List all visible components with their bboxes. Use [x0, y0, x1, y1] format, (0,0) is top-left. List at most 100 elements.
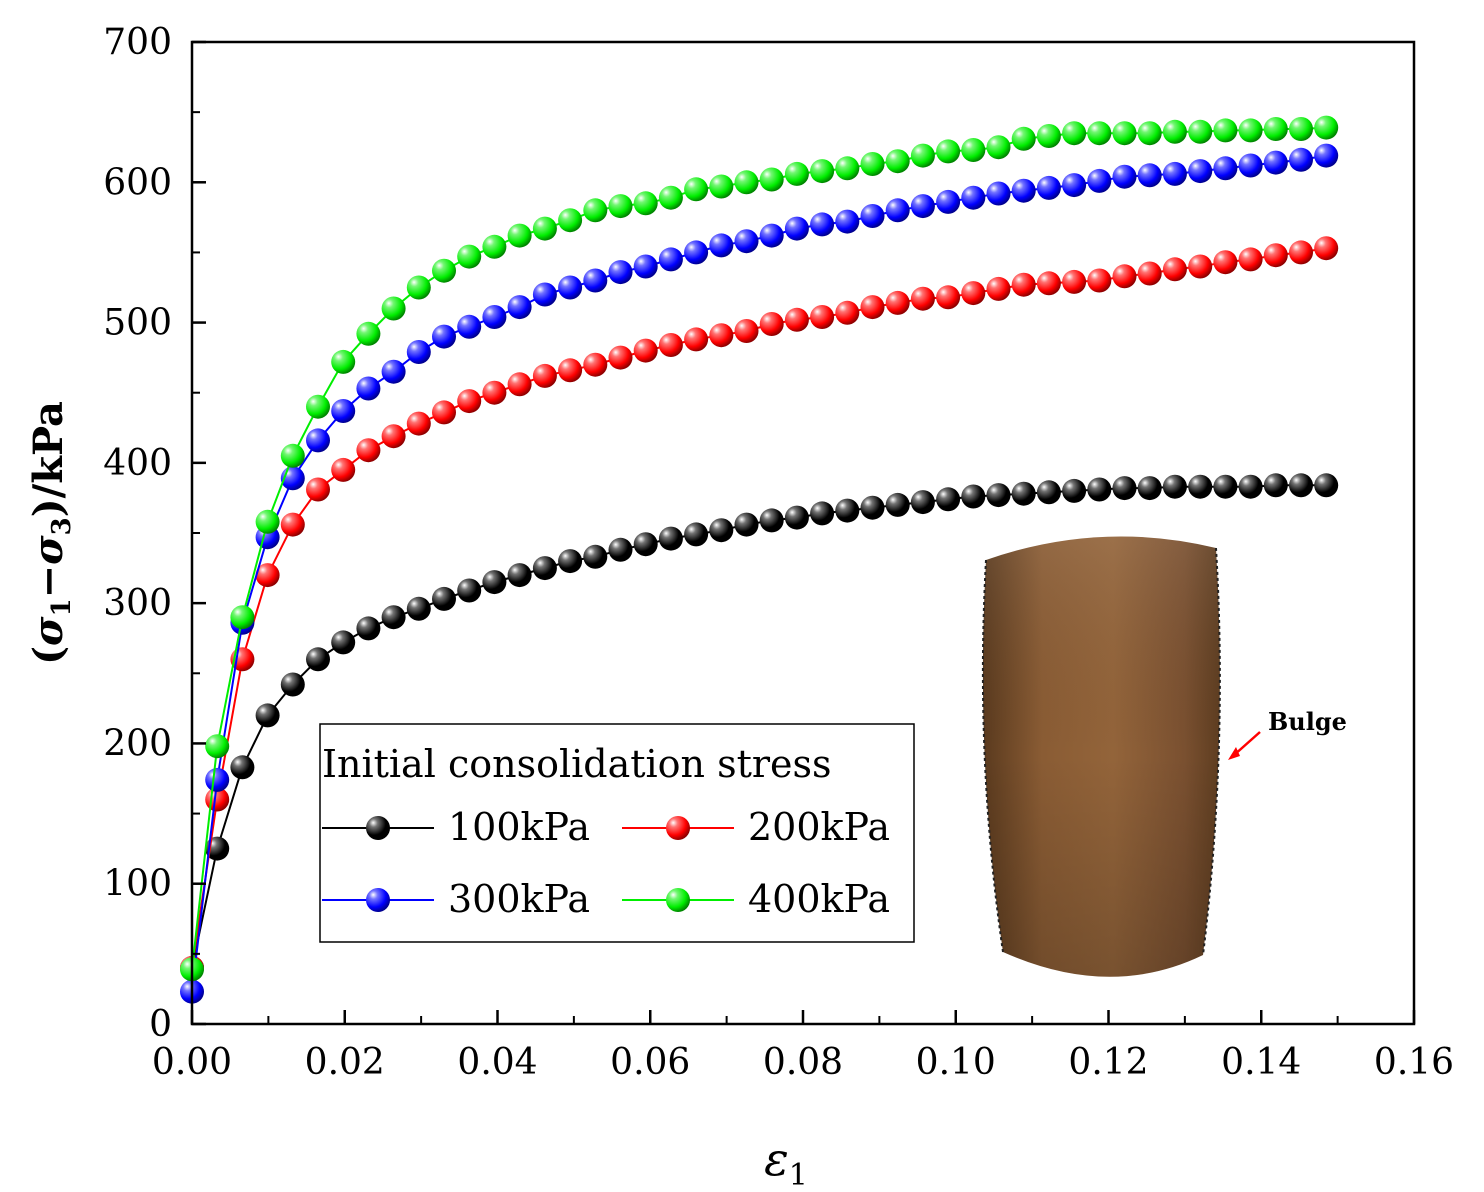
series-400kPa [180, 115, 1339, 982]
data-point [432, 400, 456, 425]
data-point [1289, 240, 1313, 265]
data-point [961, 484, 986, 509]
x-tick-label: 0.12 [1068, 1042, 1148, 1083]
data-point [306, 394, 330, 419]
data-point [532, 282, 557, 307]
data-point [658, 185, 683, 210]
data-point [759, 312, 784, 336]
series-line-300kPa [191, 154, 1327, 992]
data-point [583, 544, 608, 569]
data-point [432, 258, 456, 283]
data-point [835, 300, 860, 325]
legend-marker [366, 816, 390, 840]
data-point [230, 755, 255, 780]
x-tick-label: 0.02 [305, 1042, 385, 1083]
data-point [1162, 161, 1187, 186]
specimen-photo [981, 536, 1221, 977]
data-point [1036, 175, 1061, 200]
data-point [709, 518, 734, 543]
y-tick-label: 500 [103, 303, 172, 344]
data-point [381, 296, 406, 321]
y-tick-label: 200 [103, 723, 172, 764]
data-point [280, 443, 305, 468]
data-point [1213, 118, 1238, 143]
data-point [1137, 261, 1162, 286]
data-point [633, 532, 658, 557]
data-point [860, 295, 885, 320]
data-point [835, 498, 860, 523]
legend-box [319, 723, 915, 943]
data-point [709, 233, 734, 258]
data-point [1062, 121, 1087, 146]
data-point [1162, 474, 1187, 499]
data-point [1238, 247, 1263, 272]
data-point [1188, 159, 1213, 184]
legend-label: 100kPa [448, 805, 590, 849]
data-point [1062, 478, 1087, 503]
y-tick-label: 100 [103, 864, 172, 905]
data-point [1112, 121, 1137, 146]
data-point [1213, 474, 1238, 499]
data-point [936, 487, 961, 512]
data-point [759, 167, 784, 192]
data-point [1263, 243, 1288, 268]
data-point [1112, 264, 1137, 289]
data-point [331, 457, 356, 482]
data-point [1087, 268, 1112, 293]
data-point [1188, 119, 1213, 144]
data-point [583, 198, 608, 223]
data-point [583, 268, 608, 293]
data-point [1238, 474, 1263, 499]
data-point [860, 152, 885, 176]
series-300kPa [180, 143, 1339, 1004]
data-point [331, 349, 356, 374]
data-point [658, 526, 683, 551]
data-point [885, 492, 910, 517]
data-point [1314, 473, 1339, 498]
data-point [1087, 168, 1112, 193]
data-point [1036, 124, 1061, 148]
data-point [734, 229, 759, 254]
data-point [810, 159, 835, 184]
data-point [633, 338, 658, 363]
data-point [1213, 250, 1238, 275]
data-point [759, 508, 784, 533]
x-tick-label: 0.10 [916, 1042, 996, 1083]
y-tick-label: 400 [103, 443, 172, 484]
data-point [835, 209, 860, 234]
x-tick-label: 0.14 [1221, 1042, 1301, 1083]
y-axis-title: (σ1−σ3)/kPa [25, 401, 77, 665]
data-point [558, 208, 583, 233]
data-point [684, 177, 709, 202]
data-point [684, 522, 709, 547]
data-point [1011, 272, 1036, 297]
data-point [558, 549, 583, 574]
data-point [936, 189, 961, 214]
data-point [356, 616, 381, 641]
data-point [1036, 480, 1061, 505]
data-point [1188, 474, 1213, 499]
x-tick-label: 0.00 [152, 1042, 232, 1083]
data-point [1112, 476, 1137, 501]
data-point [860, 204, 885, 228]
data-point [608, 194, 633, 219]
data-point [1314, 143, 1339, 168]
data-point [936, 139, 961, 164]
bulge-annotation: Bulge [1228, 707, 1347, 760]
data-point [583, 352, 608, 377]
data-point [734, 170, 759, 195]
data-point [356, 321, 381, 346]
data-point [406, 596, 431, 621]
data-point [482, 305, 507, 329]
bulge-arrowhead [1228, 747, 1240, 760]
data-point [230, 605, 255, 630]
data-point [810, 305, 835, 329]
data-point [709, 174, 734, 199]
legend-label: 400kPa [748, 877, 890, 921]
data-point [532, 216, 557, 241]
data-point [1263, 117, 1288, 141]
y-tick-label: 0 [149, 1004, 172, 1045]
data-point [608, 537, 633, 562]
data-point [306, 477, 330, 502]
data-point [406, 275, 431, 300]
